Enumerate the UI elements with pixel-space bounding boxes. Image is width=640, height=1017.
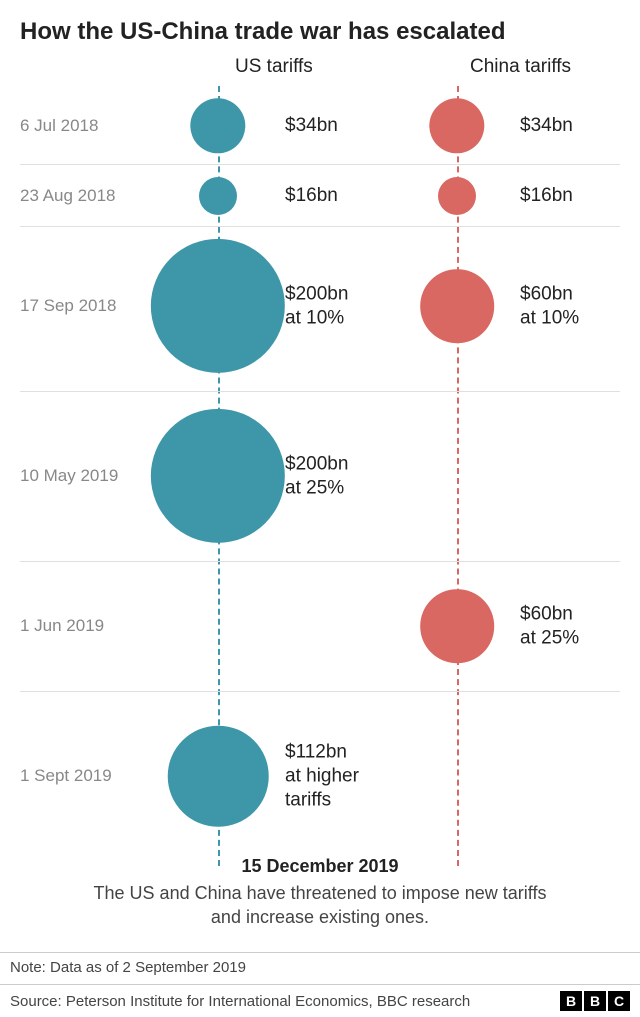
bbc-logo-letter: B [584, 991, 606, 1011]
date-label: 10 May 2019 [20, 466, 118, 486]
row-separator [20, 391, 620, 392]
source-row: Source: Peterson Institute for Internati… [0, 984, 640, 1017]
tariff-value-us: $200bnat 10% [285, 282, 348, 330]
bbc-logo-letter: B [560, 991, 582, 1011]
source-text: Source: Peterson Institute for Internati… [10, 993, 470, 1010]
tariff-bubble-china [438, 177, 476, 215]
tariff-value-us: $200bnat 25% [285, 452, 348, 500]
date-label: 23 Aug 2018 [20, 186, 115, 206]
tariff-bubble-us [151, 409, 285, 543]
tariff-bubble-us [151, 239, 285, 373]
tariff-value-us: $34bn [285, 114, 338, 138]
tariff-value-us: $16bn [285, 184, 338, 208]
footer-date: 15 December 2019 [0, 856, 640, 877]
tariff-bubble-us [168, 726, 269, 827]
timeline-chart: US tariffs China tariffs 6 Jul 2018 $34bn $3… [0, 56, 640, 926]
tariff-value-china: $60bnat 25% [520, 602, 579, 650]
footer-text: The US and China have threatened to impo… [0, 881, 640, 930]
row-separator [20, 164, 620, 165]
row-separator [20, 561, 620, 562]
tariff-value-china: $34bn [520, 114, 573, 138]
tariff-value-china: $16bn [520, 184, 573, 208]
date-label: 6 Jul 2018 [20, 116, 98, 136]
row-separator [20, 226, 620, 227]
tariff-bubble-china [420, 589, 494, 663]
tariff-bubble-us [199, 177, 237, 215]
column-header-us: US tariffs [235, 56, 313, 78]
chart-title: How the US-China trade war has escalated [0, 0, 640, 56]
tariff-bubble-us [190, 98, 245, 153]
date-label: 17 Sep 2018 [20, 296, 116, 316]
date-label: 1 Sept 2019 [20, 766, 112, 786]
tariff-value-us: $112bnat highertariffs [285, 740, 359, 811]
date-label: 1 Jun 2019 [20, 616, 104, 636]
tariff-bubble-china [429, 98, 484, 153]
column-header-china: China tariffs [470, 56, 571, 78]
chart-note: Note: Data as of 2 September 2019 [0, 952, 640, 980]
row-separator [20, 691, 620, 692]
tariff-value-china: $60bnat 10% [520, 282, 579, 330]
bbc-logo-letter: C [608, 991, 630, 1011]
bbc-logo: BBC [560, 991, 630, 1011]
tariff-bubble-china [420, 269, 494, 343]
